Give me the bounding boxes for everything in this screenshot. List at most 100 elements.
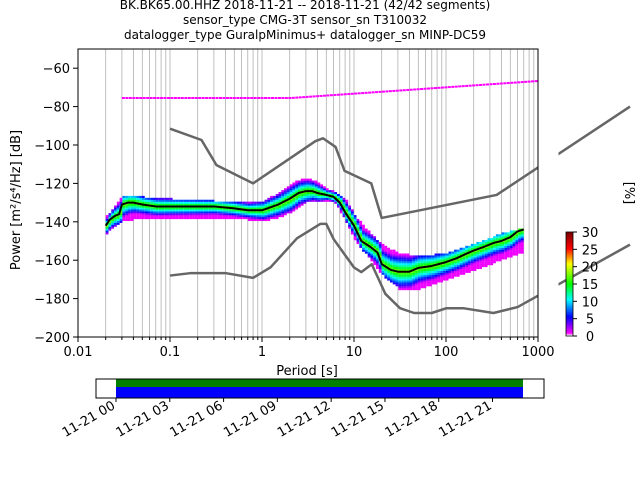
density-cell — [122, 215, 126, 218]
density-cell — [451, 263, 455, 266]
density-cell — [250, 211, 254, 214]
density-cell — [437, 255, 441, 258]
density-cell — [150, 213, 154, 216]
density-cell — [359, 222, 363, 225]
density-cell — [512, 240, 516, 243]
density-cell — [445, 263, 449, 266]
density-cell — [127, 211, 131, 214]
density-cell — [465, 257, 469, 260]
outlier-cell — [298, 96, 302, 99]
density-cell — [353, 215, 357, 218]
density-cell — [378, 241, 382, 245]
density-cell — [495, 238, 499, 241]
outlier-cell — [368, 91, 372, 94]
density-cell — [295, 182, 298, 185]
density-cell — [364, 234, 368, 237]
density-cell — [122, 207, 126, 210]
colorbar-segment — [566, 323, 573, 326]
density-cell — [228, 201, 232, 204]
density-cell — [392, 270, 396, 273]
density-cell — [133, 211, 137, 214]
density-cell — [493, 253, 496, 256]
density-cell — [119, 218, 123, 222]
density-cell — [247, 207, 251, 210]
timeline-tick-label: 11-21 00 — [60, 398, 118, 440]
density-cell — [325, 197, 329, 200]
density-cell — [178, 213, 181, 216]
outlier-cell — [121, 97, 125, 99]
density-cell — [105, 218, 109, 222]
outlier-cell — [177, 97, 181, 99]
density-cell — [309, 193, 312, 197]
density-cell — [420, 282, 424, 285]
density-cell — [367, 253, 371, 256]
density-cell — [434, 278, 438, 281]
density-cell — [300, 201, 304, 204]
density-cell — [295, 195, 298, 198]
colorbar-segment — [566, 299, 573, 302]
density-cell — [164, 207, 168, 210]
density-cell — [275, 215, 279, 218]
density-cell — [197, 203, 201, 206]
density-cell — [487, 255, 491, 258]
density-cell — [339, 207, 343, 210]
density-cell — [498, 253, 502, 256]
density-cell — [367, 251, 371, 254]
density-cell — [359, 226, 363, 229]
density-cell — [155, 203, 159, 206]
plot-clip-right — [538, 44, 559, 342]
density-cell — [512, 241, 516, 245]
density-cell — [164, 217, 168, 220]
density-cell — [448, 265, 452, 268]
density-cell — [378, 253, 382, 256]
density-cell — [286, 207, 290, 210]
density-cell — [105, 217, 109, 220]
density-cell — [314, 199, 318, 202]
density-cell — [509, 255, 513, 258]
density-cell — [236, 215, 240, 218]
density-cell — [114, 220, 117, 223]
density-cell — [451, 268, 455, 271]
density-cell — [206, 201, 209, 204]
density-cell — [415, 255, 418, 258]
density-cell — [406, 268, 410, 271]
density-cell — [295, 201, 298, 204]
density-cell — [401, 284, 404, 287]
density-cell — [465, 247, 469, 250]
density-cell — [253, 203, 257, 206]
density-cell — [409, 263, 413, 266]
density-cell — [331, 197, 335, 200]
density-cell — [484, 263, 488, 266]
density-cell — [448, 268, 452, 271]
outlier-cell — [475, 84, 479, 87]
density-cell — [520, 247, 524, 250]
density-cell — [509, 245, 513, 248]
density-cell — [133, 197, 137, 200]
density-cell — [270, 201, 273, 204]
density-cell — [284, 193, 287, 197]
timeline-tick-label: 11-21 09 — [221, 398, 279, 440]
density-cell — [186, 201, 190, 204]
density-cell — [314, 182, 318, 185]
density-cell — [431, 274, 435, 277]
density-cell — [431, 282, 435, 285]
density-cell — [373, 236, 377, 239]
density-cell — [389, 251, 393, 254]
density-cell — [345, 220, 349, 223]
density-cell — [367, 234, 371, 237]
density-cell — [278, 195, 282, 198]
density-cell — [339, 209, 343, 212]
density-cell — [306, 197, 310, 200]
outlier-cell — [416, 88, 420, 91]
density-cell — [119, 215, 123, 218]
density-cell — [507, 243, 510, 246]
density-cell — [350, 228, 354, 231]
density-cell — [164, 197, 168, 200]
density-cell — [303, 193, 307, 197]
density-cell — [401, 286, 404, 289]
density-cell — [130, 197, 134, 200]
density-cell — [476, 255, 480, 258]
density-cell — [473, 243, 477, 246]
outlier-cell — [187, 97, 191, 99]
density-cell — [479, 259, 482, 262]
